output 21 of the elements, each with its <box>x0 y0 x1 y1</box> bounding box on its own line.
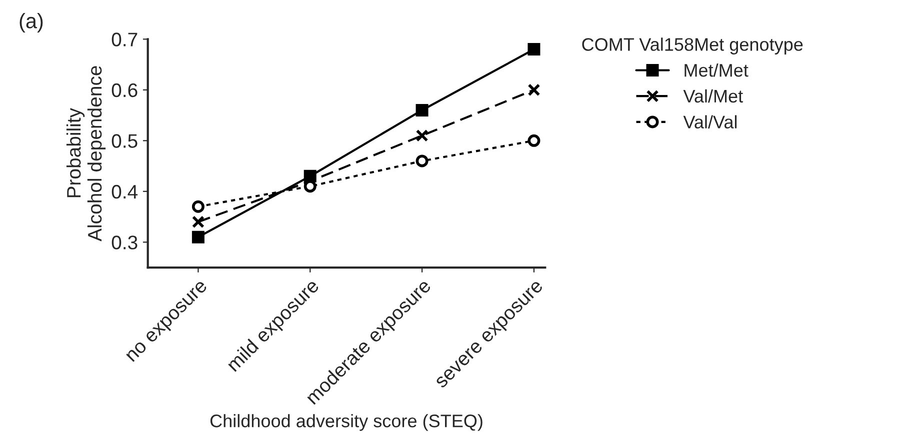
x-axis-title: Childhood adversity score (STEQ) <box>210 414 482 431</box>
y-axis-title: Probability Alcohol dependence <box>66 66 106 242</box>
legend-title: COMT Val158Met genotype <box>582 38 803 54</box>
point <box>528 43 540 56</box>
point <box>416 129 428 142</box>
y-tick-label: 0.4 <box>112 184 138 199</box>
y-tick-label: 0.7 <box>112 32 138 46</box>
y-tick-label: 0.3 <box>112 236 138 250</box>
legend-label: Met/Met <box>684 63 748 77</box>
y-tick-label: 0.5 <box>112 134 138 148</box>
legend-label: Val/Met <box>683 89 743 103</box>
point <box>416 104 428 116</box>
point <box>192 200 204 213</box>
point <box>528 84 540 96</box>
point <box>528 134 540 147</box>
point <box>192 230 204 244</box>
legend-label: Val/Val <box>683 115 737 128</box>
point <box>416 154 428 168</box>
point <box>192 216 204 228</box>
y-tick-label: 0.6 <box>112 83 138 98</box>
chart-title: (a) <box>20 13 43 32</box>
